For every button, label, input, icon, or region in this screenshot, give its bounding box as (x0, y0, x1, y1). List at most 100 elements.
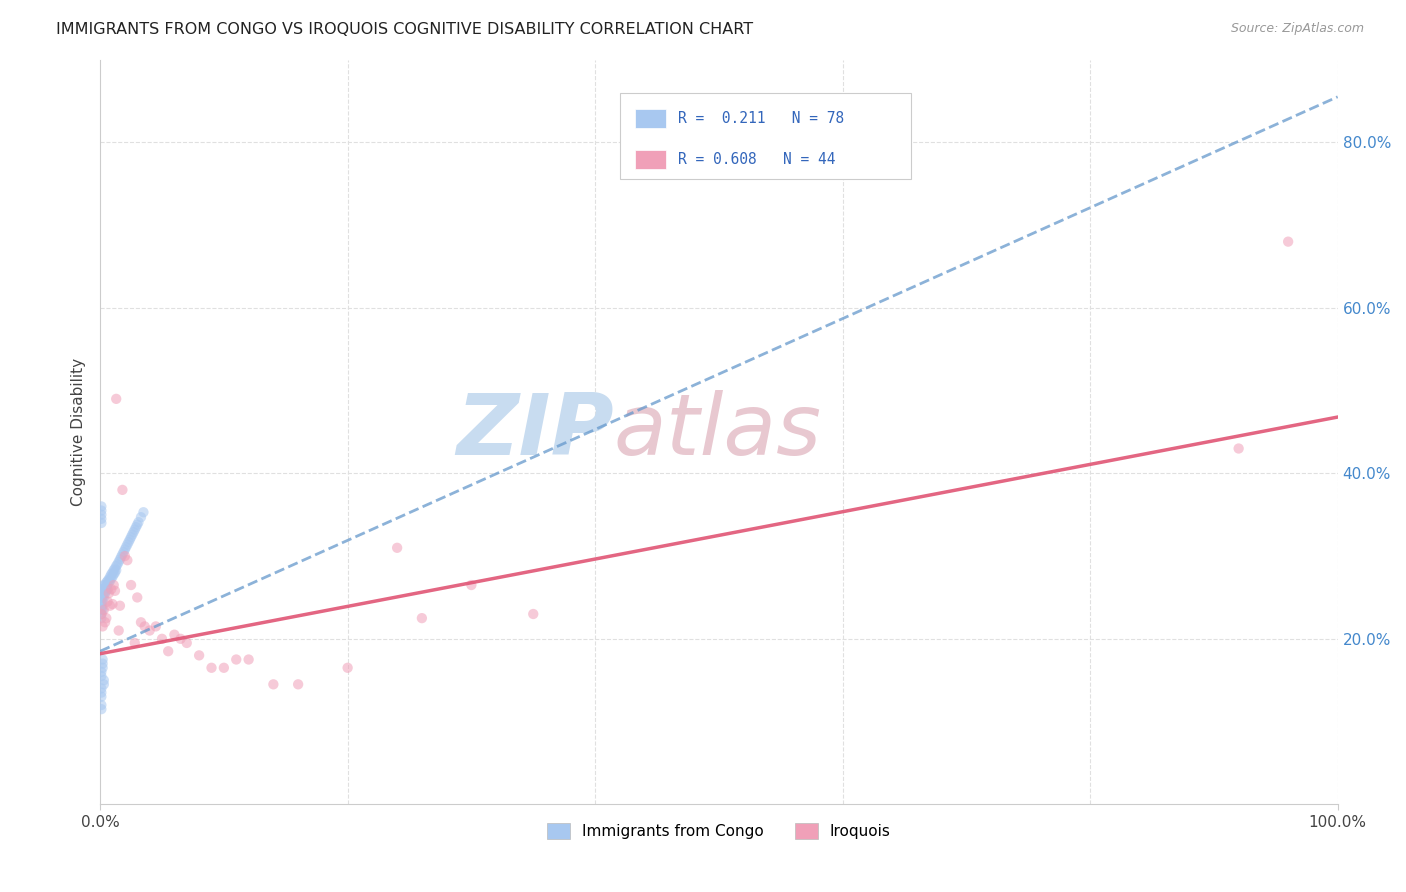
Point (91, 582, 114, 597)
Point (101, 597, 124, 611)
Point (94, 586, 117, 600)
Point (176, 636, 198, 650)
Point (117, 537, 139, 551)
Point (91, 652, 114, 666)
Point (90, 607, 112, 621)
Point (118, 533, 141, 547)
Point (90, 512, 112, 526)
Point (90, 599, 112, 613)
Point (103, 563, 125, 577)
Point (163, 628, 186, 642)
Y-axis label: Cognitive Disability: Cognitive Disability (72, 358, 86, 506)
Point (98, 599, 121, 613)
Point (90, 690, 112, 704)
Point (96, 575, 118, 590)
Point (411, 611, 433, 625)
Point (90, 611, 112, 625)
Point (100, 582, 122, 597)
Point (200, 661, 222, 675)
Point (127, 517, 149, 532)
Point (101, 566, 124, 580)
Point (115, 540, 138, 554)
Point (98, 574, 121, 588)
Point (90, 586, 112, 600)
Point (127, 591, 149, 605)
Point (121, 527, 143, 541)
Text: atlas: atlas (613, 391, 821, 474)
Point (105, 563, 128, 577)
Point (94, 582, 117, 597)
Point (385, 541, 408, 555)
Point (90, 500, 112, 514)
Point (100, 571, 122, 585)
Point (90, 582, 112, 597)
Point (336, 661, 359, 675)
Point (90, 508, 112, 522)
Point (129, 615, 152, 630)
Point (93, 591, 115, 605)
Point (94, 615, 117, 630)
Point (93, 586, 115, 600)
Text: Source: ZipAtlas.com: Source: ZipAtlas.com (1230, 22, 1364, 36)
Point (522, 607, 544, 621)
Point (90, 669, 112, 683)
Point (91, 586, 114, 600)
Point (97, 586, 120, 600)
Point (90, 607, 112, 621)
Point (111, 483, 134, 497)
Point (120, 578, 142, 592)
Point (145, 619, 167, 633)
Point (107, 558, 129, 572)
Point (90, 702, 112, 716)
Point (103, 567, 125, 582)
Point (114, 542, 136, 557)
Point (93, 677, 115, 691)
Point (169, 632, 191, 646)
Point (90, 594, 112, 608)
Point (129, 510, 152, 524)
Point (460, 578, 482, 592)
Point (111, 548, 134, 562)
Bar (634, 110, 665, 128)
Point (212, 661, 235, 675)
Point (90, 503, 112, 517)
Point (93, 582, 115, 597)
Point (97, 575, 120, 590)
Point (90, 698, 112, 712)
Point (138, 624, 160, 638)
Legend: Immigrants from Congo, Iroquois: Immigrants from Congo, Iroquois (541, 817, 897, 845)
Point (107, 555, 129, 569)
Point (91, 591, 114, 605)
Point (96, 594, 118, 608)
Point (96, 574, 118, 588)
Point (90, 665, 112, 679)
Point (125, 520, 148, 534)
Point (101, 570, 124, 584)
Point (104, 566, 127, 580)
Point (112, 545, 135, 559)
Text: R = 0.608   N = 44: R = 0.608 N = 44 (678, 153, 835, 168)
Point (91, 661, 114, 675)
Point (93, 578, 115, 592)
Point (157, 644, 180, 658)
Point (104, 583, 127, 598)
Point (1277, 235, 1299, 249)
Point (91, 603, 114, 617)
Point (1227, 442, 1250, 456)
Point (108, 599, 131, 613)
Point (134, 619, 156, 633)
Point (117, 553, 139, 567)
Point (96, 611, 118, 625)
Point (98, 570, 121, 584)
Point (91, 657, 114, 671)
Point (100, 567, 122, 582)
Text: R =  0.211   N = 78: R = 0.211 N = 78 (678, 112, 844, 127)
Point (90, 685, 112, 699)
Point (110, 549, 132, 564)
Point (114, 549, 136, 563)
Point (105, 392, 128, 406)
Point (91, 594, 114, 608)
Point (96, 582, 118, 597)
Point (93, 603, 115, 617)
Point (225, 652, 247, 666)
